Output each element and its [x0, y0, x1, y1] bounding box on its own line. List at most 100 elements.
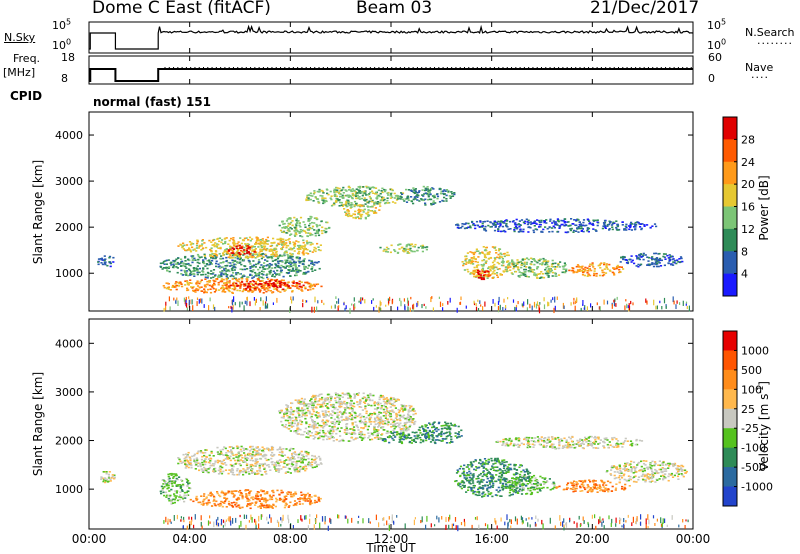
data-cell [661, 306, 663, 310]
data-cell [350, 204, 353, 206]
data-cell [366, 193, 370, 196]
nave-dot [558, 67, 560, 69]
data-cell [369, 392, 372, 395]
data-cell [184, 260, 187, 262]
data-cell [511, 220, 515, 223]
data-cell [233, 245, 236, 247]
data-cell [246, 256, 249, 259]
data-cell [375, 193, 378, 195]
data-cell [405, 421, 408, 424]
data-cell [255, 461, 258, 464]
data-cell [195, 497, 198, 500]
data-cell [517, 223, 520, 225]
data-cell [680, 257, 683, 260]
data-cell [518, 220, 521, 222]
data-cell [406, 195, 410, 198]
data-cell [266, 243, 269, 245]
data-cell [430, 187, 433, 190]
data-cell [633, 226, 636, 228]
data-cell [579, 266, 582, 268]
data-cell [406, 252, 409, 254]
data-cell [275, 253, 278, 256]
data-cell [402, 409, 405, 411]
data-cell [477, 264, 480, 266]
data-cell [170, 503, 173, 505]
data-cell [216, 459, 219, 462]
data-cell [311, 466, 314, 469]
data-cell [307, 457, 310, 460]
data-cell [321, 197, 324, 200]
data-cell [504, 266, 507, 268]
data-cell [427, 194, 430, 196]
data-cell [493, 273, 496, 275]
nave-dot [305, 67, 307, 69]
data-cell [325, 221, 328, 224]
data-cell [367, 186, 370, 189]
data-cell [324, 199, 327, 202]
data-cell [285, 232, 288, 234]
data-cell [233, 474, 236, 476]
data-cell [475, 306, 478, 311]
data-cell [324, 400, 327, 402]
data-cell [291, 402, 294, 405]
data-cell [224, 273, 227, 276]
data-cell [359, 217, 362, 220]
data-cell [513, 229, 516, 231]
data-cell [416, 196, 419, 198]
data-cell [523, 271, 526, 273]
data-cell [207, 264, 210, 266]
nave-dot [468, 67, 470, 69]
data-cell [198, 245, 201, 248]
data-cell [276, 461, 279, 464]
data-cell [249, 450, 252, 452]
data-cell [514, 223, 517, 226]
data-cell [231, 473, 234, 476]
data-cell [381, 196, 384, 198]
data-cell [210, 458, 213, 460]
data-cell [220, 462, 223, 465]
data-cell [245, 448, 248, 450]
data-cell [214, 504, 217, 507]
data-cell [685, 303, 687, 306]
data-cell [362, 297, 364, 301]
data-cell [267, 289, 270, 292]
data-cell [496, 223, 499, 225]
data-cell [229, 248, 232, 251]
data-cell [237, 459, 240, 462]
data-cell [271, 248, 274, 251]
data-cell [226, 264, 229, 267]
data-cell [236, 455, 239, 458]
data-cell [218, 453, 221, 455]
data-cell [401, 193, 404, 195]
data-cell [289, 252, 292, 255]
data-cell [302, 284, 305, 287]
data-cell [472, 256, 476, 258]
data-cell [553, 307, 555, 314]
nave-dot [498, 67, 500, 69]
data-cell [239, 469, 242, 472]
data-cell [227, 289, 230, 292]
data-cell [529, 223, 532, 225]
data-cell [512, 299, 515, 303]
data-cell [616, 223, 619, 226]
data-cell [554, 268, 557, 270]
data-cell [337, 199, 340, 202]
data-cell [512, 267, 515, 270]
data-cell [538, 219, 541, 222]
data-cell [497, 301, 500, 305]
data-cell [302, 252, 305, 254]
nave-dot [361, 67, 363, 69]
data-cell [258, 253, 261, 256]
data-cell [536, 266, 539, 268]
data-cell [249, 464, 252, 466]
data-cell [285, 459, 288, 461]
data-cell [502, 307, 504, 312]
data-cell [668, 259, 672, 261]
data-cell [679, 261, 682, 263]
data-cell [303, 497, 306, 500]
data-cell [629, 258, 632, 261]
data-cell [588, 268, 591, 270]
data-cell [106, 481, 109, 483]
data-cell [637, 221, 640, 224]
data-cell [190, 271, 193, 273]
